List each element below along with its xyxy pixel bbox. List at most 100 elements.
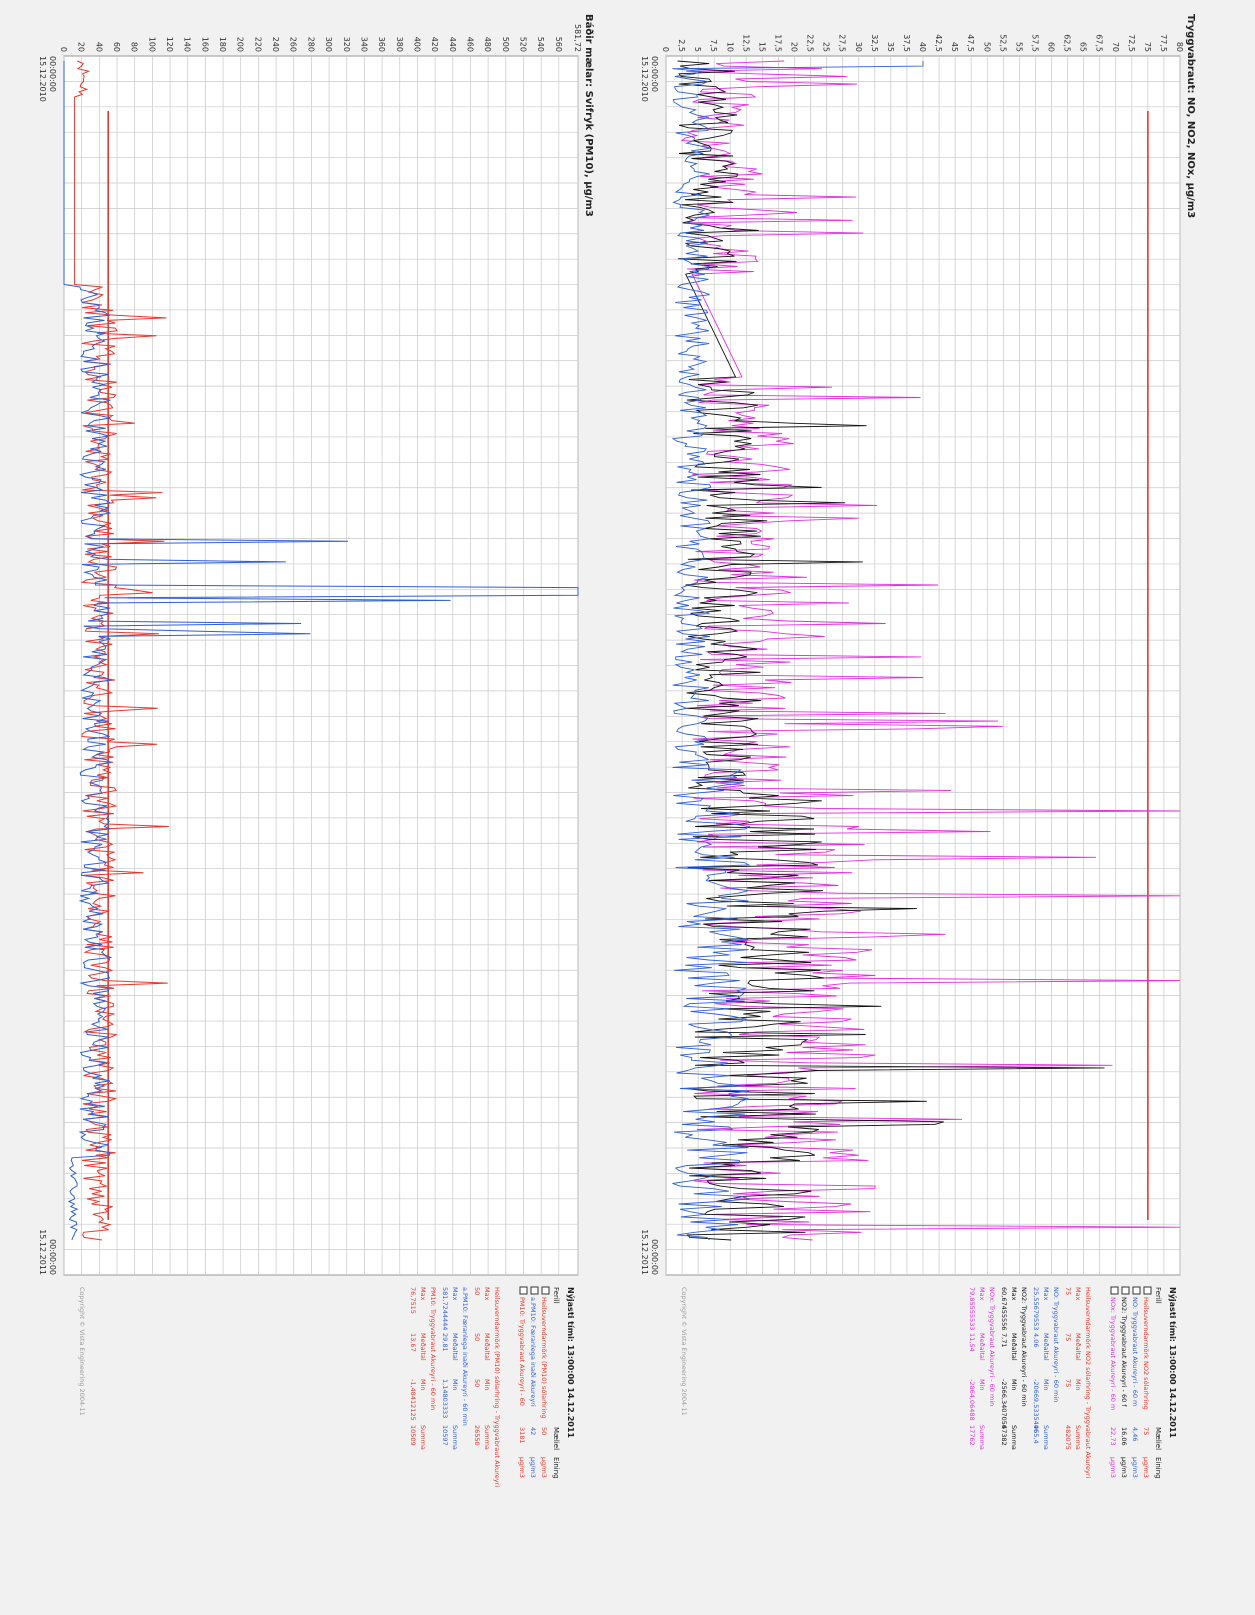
y-tick-label-29: 72,5 — [1127, 34, 1136, 52]
legend-row-label-3: NOx: Tryggvabraut Akureyri - 60 m — [1109, 1297, 1117, 1410]
stats-value-2-2: -2566,3407056 — [1000, 1379, 1008, 1429]
y-tick-label-24: 60 — [1047, 42, 1056, 52]
stats-header-2-3: Summa — [419, 1425, 427, 1450]
legend-row-unit-3: µg/m3 — [1109, 1457, 1117, 1478]
legend-checkbox[interactable] — [1132, 1286, 1141, 1295]
legend-row-label-0: Heilsuverndarmörk (PM10) sólarhring — [540, 1297, 548, 1419]
y-tick-label-30: 75 — [1143, 42, 1152, 52]
y-tick-label-25: 500 — [501, 37, 510, 52]
y-tick-label-20: 400 — [412, 37, 421, 52]
legend-row-value-2: 16,06 — [1120, 1427, 1128, 1446]
y-tick-label-27: 540 — [536, 37, 545, 52]
stats-value-2-0: 76,7515 — [409, 1287, 417, 1314]
y-tick-label-10: 200 — [236, 37, 245, 52]
y-tick-label-23: 460 — [465, 37, 474, 52]
stats-header-1-2: Min — [1042, 1379, 1050, 1391]
chart-title: Tryggvabraut: NO, NO2, NOx, µg/m3 — [1185, 14, 1196, 218]
stats-header-2-3: Summa — [1010, 1425, 1018, 1450]
y-tick-label-23: 57,5 — [1030, 34, 1039, 52]
x-tick-time-0: 00:00:00 — [48, 56, 57, 92]
y-tick-label-15: 37,5 — [902, 34, 911, 52]
y-tick-label-0: 0 — [59, 47, 68, 52]
stats-header-2-1: Meðaltal — [419, 1333, 427, 1361]
stats-value-3-1: 11,54 — [968, 1333, 976, 1352]
y-tick-label-18: 360 — [377, 37, 386, 52]
y-tick-label-21: 420 — [430, 37, 439, 52]
stats-value-0-2: 50 — [473, 1379, 481, 1387]
legend-checkbox[interactable] — [530, 1286, 539, 1295]
y-tick-label-9: 22,5 — [806, 34, 815, 52]
stats-header-2-0: Max — [419, 1287, 427, 1301]
x-tick-time-1: 00:00:00 — [650, 1239, 659, 1275]
y-tick-label-2: 40 — [94, 42, 103, 52]
y-tick-label-6: 120 — [165, 37, 174, 52]
stats-value-3-0: 79,85555533 — [968, 1287, 976, 1330]
y-tick-label-24: 480 — [483, 37, 492, 52]
y-tick-label-2: 5 — [693, 47, 702, 52]
legend-column-1: Mæliel — [1154, 1427, 1162, 1450]
legend-checkbox[interactable] — [1121, 1286, 1130, 1295]
stats-value-1-2: -20669,5335446 — [1032, 1379, 1040, 1433]
y-tick-label-20: 50 — [982, 42, 991, 52]
stats-header-3-0: Max — [978, 1287, 986, 1301]
stats-header-1-2: Min — [451, 1379, 459, 1391]
y-tick-label-18: 45 — [950, 42, 959, 52]
legend-row-label-0: Heilsuverndarmörk NO2 sólarhring — [1142, 1297, 1150, 1410]
legend-checkbox[interactable] — [541, 1286, 550, 1295]
stats-header-2-1: Meðaltal — [1010, 1333, 1018, 1361]
stats-header-2-2: Min — [1010, 1379, 1018, 1391]
y-tick-label-13: 260 — [289, 37, 298, 52]
y-tick-label-4: 10 — [725, 42, 734, 52]
stats-title-2: NO2: Tryggvabraut Akureyri - 60 min — [1020, 1287, 1028, 1407]
y-tick-label-32: 80 — [1175, 42, 1184, 52]
legend-checkbox[interactable] — [1110, 1286, 1119, 1295]
x-tick-date-1: 15.12.2011 — [640, 1229, 649, 1275]
legend-column-0: Ferill — [1154, 1287, 1162, 1304]
x-tick-time-1: 00:00:00 — [48, 1239, 57, 1275]
y-tick-label-19: 380 — [395, 37, 404, 52]
y-tick-label-8: 160 — [200, 37, 209, 52]
stats-header-1-0: Max — [1042, 1287, 1050, 1301]
y-tick-label-7: 140 — [183, 37, 192, 52]
y-tick-label-3: 60 — [112, 42, 121, 52]
stats-value-1-1: 29,81 — [441, 1333, 449, 1352]
legend-row-unit-2: µg/m3 — [1120, 1457, 1128, 1478]
stats-header-0-0: Max — [483, 1287, 491, 1301]
legend-column-1: Mæliel — [552, 1427, 560, 1450]
y-tick-label-9: 180 — [218, 37, 227, 52]
y-tick-label-3: 7,5 — [709, 39, 718, 52]
y-tick-label-11: 27,5 — [838, 34, 847, 52]
legend-block: Nýjasti tími: 13:00:00 14.12.2011 Ferill M… — [78, 1286, 575, 1487]
stats-header-1-1: Meðaltal — [451, 1333, 459, 1361]
stats-value-1-3: 10597 — [441, 1425, 449, 1446]
stats-value-0-1: 75 — [1064, 1333, 1072, 1341]
legend-column-2: Eining — [552, 1457, 560, 1479]
stats-header-0-3: Summa — [483, 1425, 491, 1450]
stats-header-3-1: Meðaltal — [978, 1333, 986, 1361]
stats-header-2-0: Max — [1010, 1287, 1018, 1301]
stats-value-0-2: 75 — [1064, 1379, 1072, 1387]
copyright-text: Copyright © Vista Engineering 2004-11 — [78, 1287, 86, 1416]
y-tick-label-25: 62,5 — [1063, 34, 1072, 52]
stats-value-2-1: 13,67 — [409, 1333, 417, 1352]
legend-column-2: Eining — [1154, 1457, 1162, 1479]
legend-checkbox[interactable] — [519, 1286, 528, 1295]
stats-value-1-0: 581,7244444 — [441, 1287, 449, 1330]
series-no-tryggvabraut — [671, 61, 924, 1241]
y-tick-label-5: 100 — [147, 37, 156, 52]
stats-value-1-3: 965,4 — [1032, 1425, 1040, 1444]
stats-header-0-1: Meðaltal — [1074, 1333, 1082, 1361]
stats-value-0-1: 50 — [473, 1333, 481, 1341]
legend-row-value-2: 3181 — [518, 1427, 526, 1444]
legend-heading: Nýjasti tími: 13:00:00 14.12.2011 — [1168, 1287, 1177, 1438]
legend-checkbox[interactable] — [1143, 1286, 1152, 1295]
y-tick-label-17: 340 — [359, 37, 368, 52]
series-no2-tryggvabraut — [677, 60, 1105, 1241]
stats-title-2: PM10: Tryggvabraut Akureyri - 60 min — [429, 1287, 437, 1410]
stats-title-0: Heilsuverndarmörk NO2 sólarhring - Trygg… — [1084, 1287, 1092, 1479]
stats-value-0-3: 26550 — [473, 1425, 481, 1446]
y-tick-label-17: 42,5 — [934, 34, 943, 52]
stats-header-1-3: Summa — [451, 1425, 459, 1450]
legend-row-label-2: NO2: Tryggvabraut Akureyri - 60 f — [1120, 1297, 1128, 1407]
